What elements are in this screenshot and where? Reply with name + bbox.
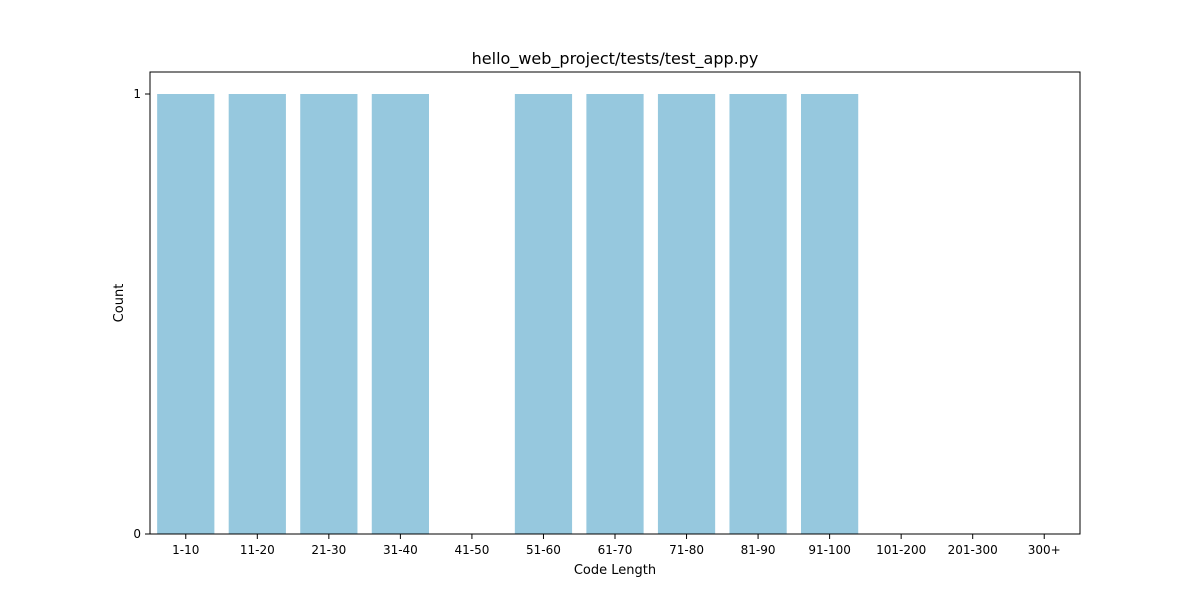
bar-21-30 [300, 94, 358, 534]
y-tick-label: 1 [133, 87, 141, 101]
x-tick-label: 51-60 [526, 543, 561, 557]
x-tick-label: 1-10 [172, 543, 199, 557]
bar-91-100 [801, 94, 859, 534]
x-tick-label: 41-50 [454, 543, 489, 557]
x-tick-label: 81-90 [741, 543, 776, 557]
x-tick-label: 91-100 [808, 543, 851, 557]
x-tick-label: 21-30 [311, 543, 346, 557]
bar-81-90 [729, 94, 787, 534]
x-tick-label: 61-70 [598, 543, 633, 557]
y-tick-label: 0 [133, 527, 141, 541]
bar-1-10 [157, 94, 215, 534]
bar-51-60 [514, 94, 573, 534]
x-tick-label: 31-40 [383, 543, 418, 557]
bar-11-20 [228, 94, 286, 534]
bar-31-40 [371, 94, 429, 534]
plot-area [157, 94, 859, 534]
bar-71-80 [657, 94, 716, 534]
x-tick-label: 300+ [1028, 543, 1061, 557]
bar-61-70 [586, 94, 644, 534]
x-tick-label: 201-300 [948, 543, 998, 557]
y-axis-label: Count [112, 284, 127, 323]
x-tick-label: 71-80 [669, 543, 704, 557]
x-tick-label: 11-20 [240, 543, 275, 557]
x-axis-label: Code Length [574, 563, 656, 578]
x-tick-label: 101-200 [876, 543, 926, 557]
chart-title: hello_web_project/tests/test_app.py [472, 49, 759, 69]
